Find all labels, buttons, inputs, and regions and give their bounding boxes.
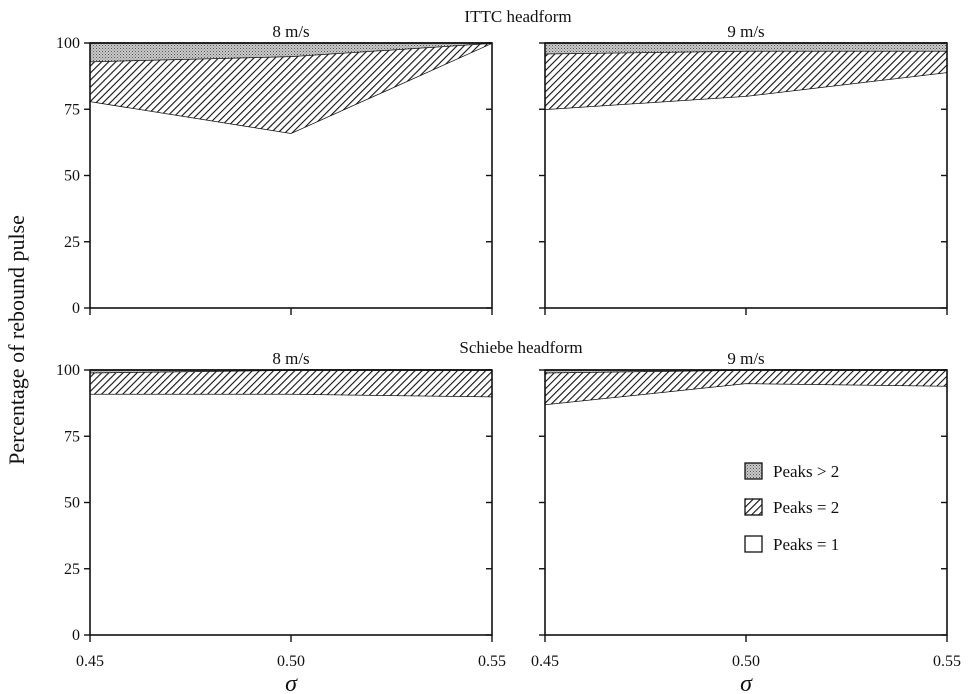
row-title-schiebe: Schiebe headform	[459, 338, 582, 357]
x-axis-label-right: σ	[740, 671, 753, 694]
x-tick-label: 0.55	[933, 653, 961, 670]
legend-label-peaks-eq-1: Peaks = 1	[773, 535, 839, 554]
area-peaks-gt-2	[90, 43, 492, 62]
legend-swatch-peaks-eq-2	[744, 498, 763, 516]
panel-title: 9 m/s	[727, 22, 764, 41]
panel-3: 0 25 50 75 100 0.45 0.50 0.55 8 m/s	[56, 349, 506, 670]
x-tick-label: 0.50	[732, 653, 760, 670]
y-tick-label: 0	[72, 627, 80, 644]
panel-title: 8 m/s	[272, 349, 309, 368]
y-tick-label: 50	[64, 168, 80, 185]
area-peaks-eq-2	[90, 43, 492, 134]
y-tick-label: 25	[64, 234, 80, 251]
area-peaks-eq-1	[545, 72, 947, 308]
x-tick-label: 0.45	[76, 653, 104, 670]
y-tick-label: 25	[64, 561, 80, 578]
legend-label-peaks-gt-2: Peaks > 2	[773, 462, 839, 481]
y-tick-label: 50	[64, 495, 80, 512]
legend-swatch-peaks-gt-2	[744, 462, 763, 480]
legend-swatch-peaks-eq-1	[744, 535, 763, 553]
area-peaks-eq-1	[90, 43, 492, 308]
y-tick-label: 100	[56, 35, 80, 52]
y-tick-label: 75	[64, 428, 80, 445]
panel-1: 0 25 50 75 100 8 m/s	[56, 22, 493, 317]
panel-title: 8 m/s	[272, 22, 309, 41]
y-tick-label: 0	[72, 300, 80, 317]
area-peaks-eq-1	[90, 393, 492, 635]
x-axis-label-left: σ	[285, 671, 298, 694]
legend-label-peaks-eq-2: Peaks = 2	[773, 498, 839, 517]
area-peaks-eq-2	[90, 370, 492, 397]
area-peaks-eq-2	[545, 50, 947, 110]
area-peaks-gt-2	[545, 43, 947, 54]
y-axis-label: Percentage of rebound pulse	[4, 215, 29, 465]
area-peaks-eq-2	[545, 370, 947, 405]
panel-title: 9 m/s	[727, 349, 764, 368]
x-tick-label: 0.50	[277, 653, 305, 670]
legend: Peaks > 2 Peaks = 2 Peaks = 1	[744, 462, 839, 554]
row-title-ittc: ITTC headform	[464, 7, 571, 26]
x-tick-label: 0.55	[478, 653, 506, 670]
y-tick-label: 75	[64, 101, 80, 118]
x-tick-label: 0.45	[531, 653, 559, 670]
y-tick-label: 100	[56, 362, 80, 379]
panel-2: 9 m/s	[539, 22, 948, 315]
